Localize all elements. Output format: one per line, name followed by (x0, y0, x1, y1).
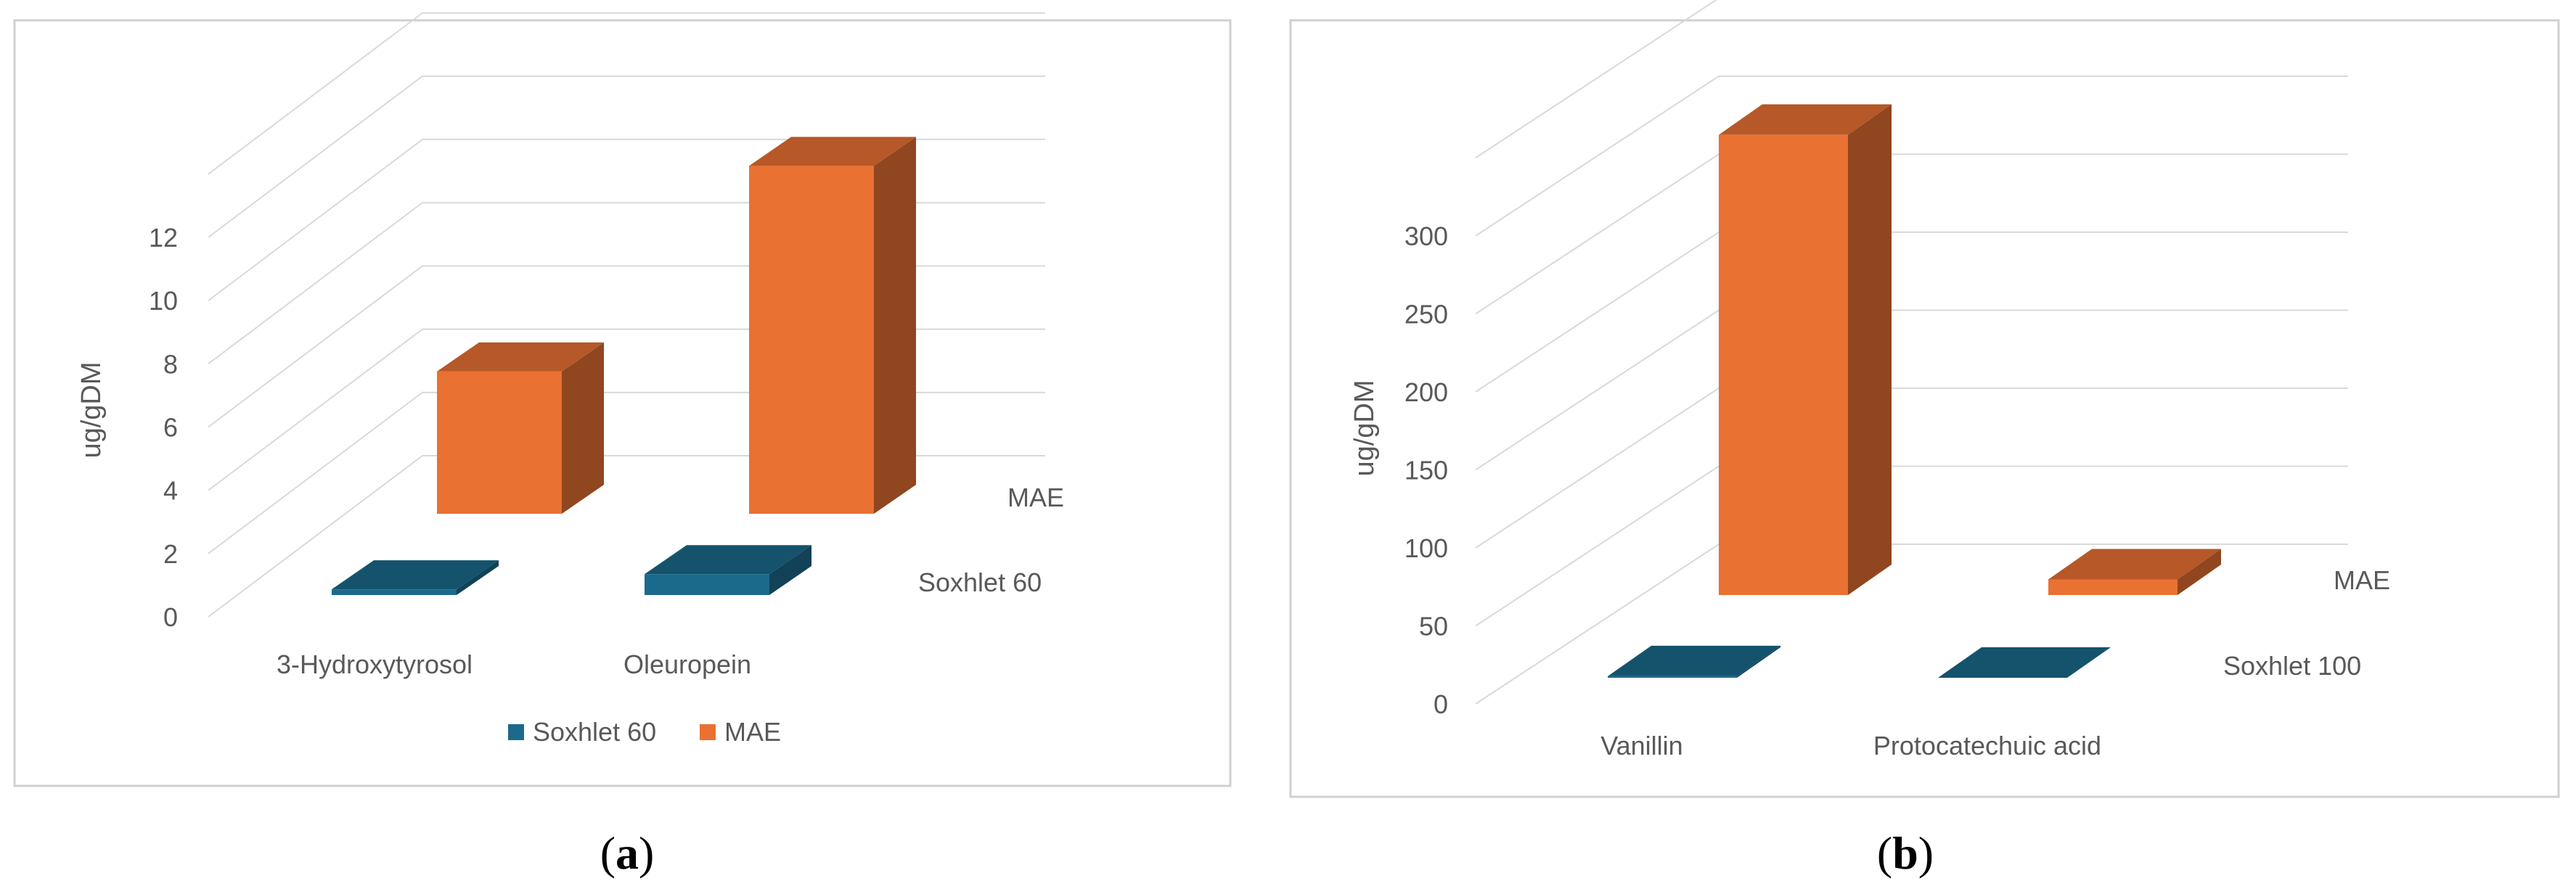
legend-label: Soxhlet 60 (533, 717, 656, 747)
chart-a-gridline (208, 12, 1045, 175)
chart-a-y-tick-label: 6 (163, 413, 178, 443)
chart-a-y-axis-label: ug/gDM (76, 361, 107, 458)
bar-soxhlet-60-oleuropein (645, 545, 811, 595)
bar-soxhlet-100-protocatechuic-acid (1938, 647, 2111, 678)
legend-item-mae: MAE (700, 717, 781, 747)
chart-a-bars (332, 136, 916, 595)
chart-a-y-tick-label: 4 (163, 476, 178, 506)
bar-front-face (1608, 676, 1737, 678)
bar-side-face (562, 342, 604, 514)
bar-side-face (2178, 549, 2221, 595)
bar-soxhlet-100-vanillin (1608, 645, 1780, 678)
chart-a-y-tick-label: 10 (149, 286, 178, 316)
bar-top-face (1938, 647, 2111, 678)
chart-a-y-tick-label: 8 (163, 349, 178, 379)
chart-b-category-labels: Vanillin Protocatechuic acid (1600, 731, 2101, 760)
bar-side-face (769, 545, 811, 595)
chart-panel-b: 0 50 100 150 200 250 300 Vanillin Protocatechui… (1289, 0, 2560, 879)
chart-a-category-label: 3-Hydroxytyrosol (277, 649, 473, 679)
panel-a-label: (a) (600, 827, 655, 879)
chart-b-y-ticks: 0 50 100 150 200 250 300 (1404, 221, 1448, 719)
bar-mae-3-hydroxytyrosol (437, 342, 604, 514)
chart-b-y-tick-label: 250 (1404, 300, 1448, 329)
chart-b-series-axis-label: MAE (2334, 565, 2390, 595)
bar-side-face (457, 560, 499, 595)
chart-a-series-axis-label: MAE (1007, 483, 1064, 512)
legend-item-soxhlet-60: Soxhlet 60 (508, 717, 656, 747)
bar-mae-oleuropein (749, 136, 916, 514)
chart-b-y-tick-label: 100 (1404, 533, 1448, 563)
chart-b-y-axis-label: ug/gDM (1349, 380, 1380, 476)
chart-a-y-tick-label: 0 (163, 602, 178, 632)
chart-b-bars (1608, 104, 2221, 678)
bar-top-face (2048, 549, 2221, 580)
chart-b-y-tick-label: 0 (1434, 689, 1448, 719)
bar-front-face (2048, 579, 2178, 595)
bar-side-face (1848, 104, 1892, 595)
bar-mae-protocatechuic-acid (2048, 549, 2221, 595)
chart-a-series-axis-labels: Soxhlet 60 MAE (918, 483, 1064, 597)
chart-a-frame (13, 19, 1232, 787)
chart-b-gridline (1475, 0, 1718, 159)
chart-a-gridlines (208, 12, 1045, 618)
bar-front-face (437, 371, 562, 514)
chart-panel-a: 0 2 4 6 8 10 12 3-Hydroxytyrosol Oleuropein Sox… (13, 12, 1232, 879)
chart-b-y-tick-label: 150 (1404, 456, 1448, 485)
bar-front-face (645, 574, 769, 595)
bar-soxhlet-60-3-hydroxytyrosol (332, 560, 499, 595)
chart-a-category-label: Oleuropein (623, 649, 751, 679)
panel-b-label: (b) (1877, 827, 1934, 879)
chart-b-category-label: Vanillin (1600, 731, 1682, 760)
bar-top-face (1608, 645, 1780, 676)
chart-a-legend: Soxhlet 60 MAE (508, 717, 781, 747)
bar-top-face (749, 136, 916, 166)
bar-top-face (645, 545, 811, 575)
bar-side-face (1737, 645, 1780, 678)
chart-b-y-tick-label: 200 (1404, 377, 1448, 407)
legend-swatch (700, 724, 716, 740)
bar-front-face (332, 589, 457, 595)
chart-b-y-tick-label: 50 (1419, 612, 1448, 641)
legend-label: MAE (724, 717, 781, 747)
panel-b-letter: b (1892, 827, 1918, 879)
chart-b-gridline (1475, 75, 2348, 237)
chart-a-category-labels: 3-Hydroxytyrosol Oleuropein (277, 649, 751, 679)
chart-b-series-axis-label: Soxhlet 100 (2223, 651, 2361, 681)
chart-b-y-tick-label: 300 (1404, 221, 1448, 251)
chart-a-y-tick-label: 12 (149, 223, 178, 253)
chart-b-series-axis-labels: Soxhlet 100 MAE (2223, 565, 2390, 681)
panel-a-letter: a (616, 827, 639, 879)
legend-swatch (508, 724, 524, 740)
chart-b-frame (1289, 19, 2560, 798)
bar-top-face (1719, 104, 1892, 135)
bar-top-face (437, 342, 604, 372)
bar-front-face (749, 165, 874, 514)
chart-a-gridline (208, 75, 1045, 238)
bar-top-face (332, 560, 499, 590)
bar-front-face (1719, 134, 1848, 595)
chart-b-category-label: Protocatechuic acid (1873, 731, 2101, 760)
chart-a-series-axis-label: Soxhlet 60 (918, 567, 1042, 597)
bar-mae-vanillin (1719, 104, 1892, 595)
bar-side-face (874, 136, 916, 514)
chart-a-y-tick-label: 2 (163, 539, 178, 569)
chart-a-y-ticks: 0 2 4 6 8 10 12 (149, 223, 178, 632)
